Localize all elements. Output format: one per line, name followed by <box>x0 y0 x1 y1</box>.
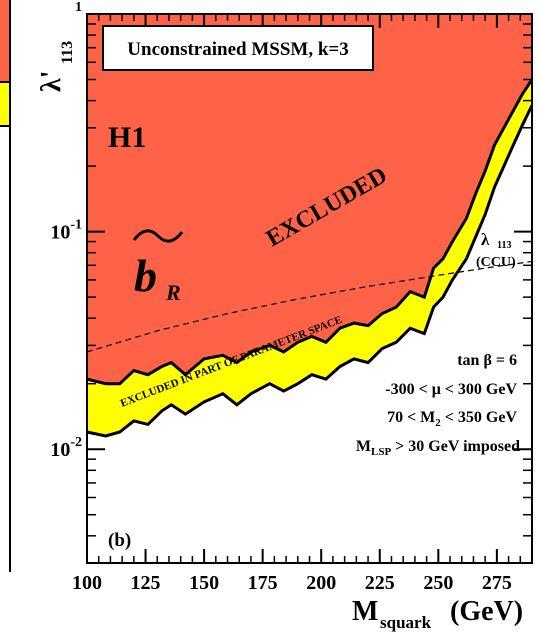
sbottom-letter: b <box>134 250 157 301</box>
ccu-lambda: λ <box>481 230 490 249</box>
y-tick-label--1: 10-1 <box>50 218 82 244</box>
left-panel-sliver <box>0 0 11 572</box>
x-tick-label-200: 200 <box>306 572 336 594</box>
plot-frame <box>86 13 533 564</box>
x-tick-label-125: 125 <box>131 572 161 594</box>
partial-exclusion-region <box>87 79 532 436</box>
x-tick-labels: 100 125 150 175 200 225 250 275 <box>72 572 512 594</box>
x-tick-label-100: 100 <box>72 572 102 594</box>
x-axis-label: M squark (GeV) <box>352 596 523 632</box>
x-label-main: M <box>352 596 378 627</box>
ccu-text: (CCU) <box>476 255 516 270</box>
y-tick-label--2: 10-2 <box>50 435 82 461</box>
param-mlsp: MLSP > 30 GeV imposed <box>356 438 520 458</box>
partial-boundary-line <box>86 104 534 438</box>
x-label-unit: (GeV) <box>450 596 523 627</box>
x-label-sub: squark <box>380 613 432 632</box>
sbottom-label: b R <box>132 229 184 305</box>
y-tick-labels: 1 10-1 10-2 <box>50 0 82 461</box>
sliver-partial-region <box>0 82 10 126</box>
ccu-label: λ 113 (CCU) <box>476 230 516 270</box>
panel-label: (b) <box>108 530 131 551</box>
title-text: Unconstrained MSSM, k=3 <box>127 39 348 60</box>
tilde-mark <box>132 229 184 243</box>
sliver-excluded-region <box>0 0 10 82</box>
x-tick-label-150: 150 <box>189 572 219 594</box>
x-tick-label-225: 225 <box>365 572 395 594</box>
param-m2: 70 < M2 < 350 GeV <box>387 409 517 429</box>
excluded-region <box>87 14 532 384</box>
param-mu: -300 < μ < 300 GeV <box>385 381 517 398</box>
ccu-subscript: 113 <box>497 240 511 251</box>
x-tick-label-275: 275 <box>482 572 512 594</box>
param-tanbeta: tan β = 6 <box>457 352 517 369</box>
y-label-main: λ' <box>36 70 67 92</box>
h1-label: H1 <box>108 121 146 154</box>
plot-area <box>86 13 534 564</box>
excluded-boundary-line <box>86 78 534 386</box>
ccu-dashed-line <box>86 260 533 353</box>
parameter-list: tan β = 6 -300 < μ < 300 GeV 70 < M2 < 3… <box>356 352 520 458</box>
y-label-sub: 113 <box>59 41 76 64</box>
title-box: Unconstrained MSSM, k=3 <box>102 25 374 71</box>
x-tick-label-175: 175 <box>248 572 278 594</box>
y-axis-label: λ' 113 <box>36 41 76 92</box>
x-tick-label-250: 250 <box>423 572 453 594</box>
sbottom-subscript: R <box>165 280 181 305</box>
y-tick-label-1: 1 <box>75 0 82 15</box>
